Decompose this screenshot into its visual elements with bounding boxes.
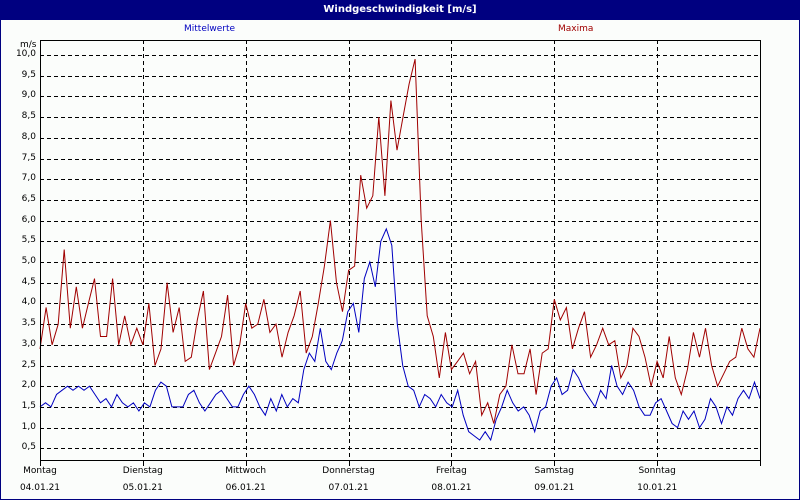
- y-tick-label: 3,5: [21, 318, 36, 329]
- legend-maxima: Maxima: [558, 24, 594, 34]
- grid-lines: [40, 40, 761, 466]
- maxima-line: [39, 58, 761, 424]
- x-day-label: Dienstag 05.01.21: [122, 466, 163, 493]
- y-tick-label: 3,0: [21, 338, 36, 349]
- y-axis-unit: m/s: [20, 40, 37, 50]
- y-tick-label: 2,5: [21, 359, 36, 370]
- y-tick-label: 4,0: [21, 297, 36, 308]
- y-tick-label: 7,0: [21, 173, 36, 184]
- y-tick-label: 6,0: [21, 214, 36, 225]
- y-tick-label: 0,5: [21, 442, 36, 453]
- y-tick-label: 5,5: [21, 235, 36, 246]
- y-tick-label: 1,0: [21, 421, 36, 432]
- x-day-label: Donnerstag 07.01.21: [322, 466, 375, 493]
- mittelwerte-line: [39, 227, 761, 442]
- y-tick-label: 8,0: [21, 131, 36, 142]
- y-tick-label: 6,5: [21, 193, 36, 204]
- y-tick-label: 8,5: [21, 111, 36, 122]
- x-day-label: Sonntag 10.01.21: [637, 466, 678, 493]
- chart-title: Windgeschwindigkeit [m/s]: [0, 0, 800, 20]
- x-day-label: Freitag 08.01.21: [431, 466, 472, 493]
- y-tick-label: 1,5: [21, 400, 36, 411]
- x-day-label: Mittwoch 06.01.21: [225, 466, 267, 493]
- y-tick-label: 7,5: [21, 152, 36, 163]
- x-day-label: Montag 04.01.21: [19, 466, 61, 493]
- y-tick-label: 10,0: [15, 49, 36, 59]
- y-tick-label: 9,0: [21, 90, 36, 101]
- y-tick-label: 2,0: [21, 380, 36, 391]
- x-day-label: Samstag 09.01.21: [534, 466, 575, 493]
- y-tick-label: 9,5: [21, 69, 36, 80]
- plot-frame: [40, 40, 761, 461]
- y-tick-label: 5,0: [21, 256, 36, 266]
- legend-mittelwerte: Mittelwerte: [184, 24, 236, 34]
- y-tick-label: 4,5: [21, 276, 36, 287]
